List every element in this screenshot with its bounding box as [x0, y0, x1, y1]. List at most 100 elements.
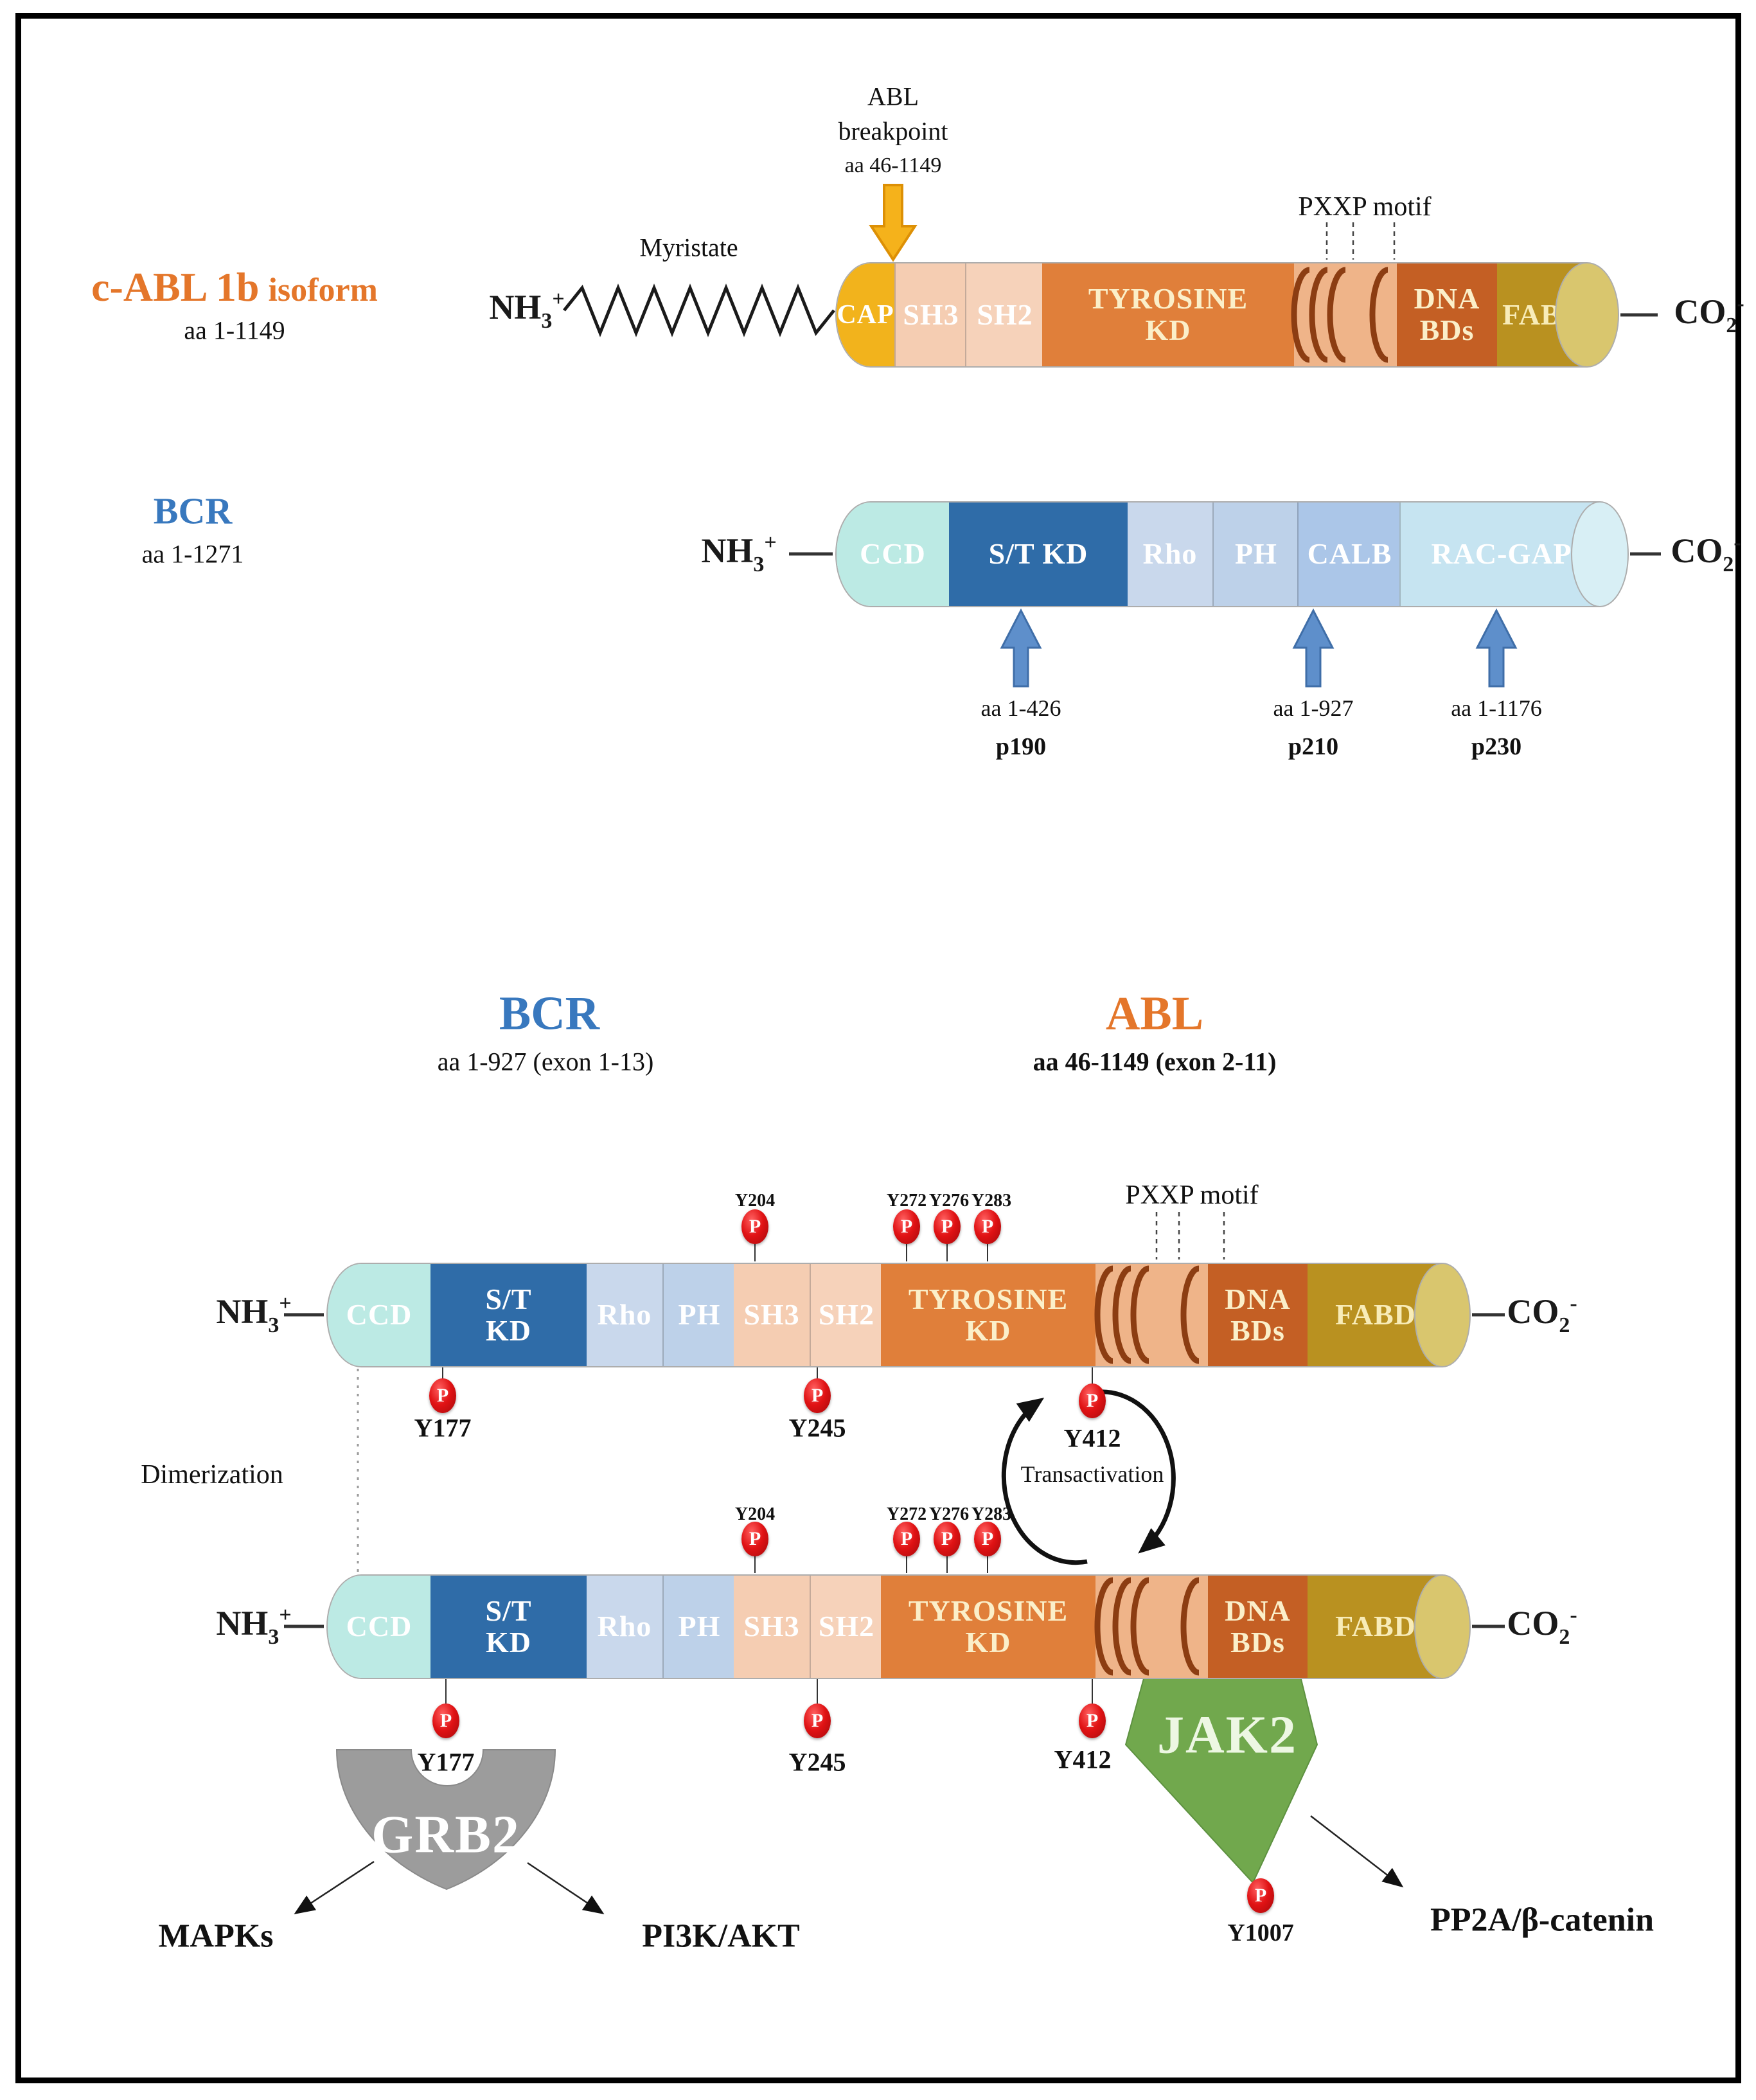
- abl1b-bar-end-cap: [1555, 262, 1619, 368]
- co2-label-fusion1: CO2-: [1507, 1292, 1577, 1337]
- abl1b-domain-sh2: SH2: [965, 263, 1043, 366]
- site-label-f2-y276: Y276: [928, 1504, 970, 1524]
- site-label-f2-y272: Y272: [886, 1504, 927, 1524]
- fusion1-domain-dna-bds: DNA BDs: [1208, 1264, 1308, 1366]
- fusion2-pxxp-region: [1095, 1576, 1208, 1678]
- fusion1-bar-end-cap: [1414, 1263, 1471, 1367]
- abl-breakpoint-line1: ABL: [867, 82, 919, 111]
- phospho-f1-y276: P: [934, 1209, 961, 1244]
- nh3-label-abl1b: NH3+: [489, 287, 565, 333]
- fusion2-bar-end-cap: [1414, 1574, 1471, 1679]
- bcr-domain-rho: Rho: [1128, 503, 1212, 606]
- myristate-label: Myristate: [639, 233, 738, 262]
- abl1b-title-main: c-ABL 1b: [91, 264, 260, 310]
- abl1b-domain-cap: CAP: [837, 263, 894, 366]
- abl1b-pxxp-region: [1294, 263, 1397, 366]
- fusion1-domain-sh2: SH2: [810, 1264, 882, 1366]
- site-label-y1007: Y1007: [1227, 1919, 1294, 1946]
- jak2-label: JAK2: [1157, 1705, 1297, 1765]
- dimerization-label: Dimerization: [141, 1460, 283, 1490]
- phospho-f1-y245: P: [804, 1378, 831, 1413]
- abl1b-protein-bar: CAP SH3 SH2 TYROSINE KD DNA BDs FABD: [835, 262, 1587, 368]
- fusion-header-bcr: BCR: [499, 987, 600, 1040]
- phospho-f2-y283: P: [974, 1522, 1001, 1556]
- abl-breakpoint-line3: aa 46-1149: [844, 154, 942, 177]
- nh3-label-fusion1: NH3+: [216, 1292, 292, 1337]
- site-label-f2-y177: Y177: [417, 1747, 475, 1777]
- pxxp-label-fusion1: PXXP motif: [1125, 1180, 1259, 1210]
- bcr-breakpoint-aa-p210: aa 1-927: [1273, 695, 1354, 721]
- co2-label-fusion2: CO2-: [1507, 1603, 1577, 1649]
- fusion1-domain-ccd: CCD: [328, 1264, 430, 1366]
- bcr-breakpoint-aa-p230: aa 1-1176: [1451, 695, 1542, 721]
- abl-breakpoint-line2: breakpoint: [838, 116, 948, 146]
- fusion2-domain-sh2: SH2: [810, 1576, 882, 1678]
- fusion2-domain-ph: PH: [662, 1576, 735, 1678]
- grb2-shape: [335, 1749, 556, 1891]
- fusion-header-bcr-subtitle: aa 1-927 (exon 1-13): [437, 1047, 654, 1076]
- bcr-row-title: BCR: [153, 490, 233, 532]
- fusion-header-abl: ABL: [1105, 987, 1204, 1040]
- phospho-f2-y412: P: [1079, 1704, 1106, 1738]
- fusion2-domain-st-kd: S/T KD: [430, 1576, 587, 1678]
- site-label-f2-y245: Y245: [788, 1747, 846, 1777]
- pxxp-label-row1: PXXP motif: [1298, 192, 1432, 222]
- phospho-f1-y412: P: [1079, 1384, 1106, 1418]
- co2-label-abl1b: CO2-: [1674, 292, 1744, 337]
- abl1b-domain-tyrosine-kd: TYROSINE KD: [1042, 263, 1294, 366]
- fusion2-domain-dna-bds: DNA BDs: [1208, 1576, 1308, 1678]
- abl1b-title: c-ABL 1b isoform: [91, 263, 378, 311]
- fusion1-domain-st-kd: S/T KD: [430, 1264, 587, 1366]
- transactivation-label: Transactivation: [1020, 1461, 1164, 1487]
- bcr-breakpoint-name-p190: p190: [995, 733, 1047, 760]
- abl1b-domain-sh3: SH3: [894, 263, 966, 366]
- site-label-f2-y412: Y412: [1054, 1745, 1112, 1774]
- abl1b-domain-dna-bds: DNA BDs: [1397, 263, 1497, 366]
- bcr-breakpoint-aa-p190: aa 1-426: [980, 695, 1061, 721]
- bcr-domain-ph: PH: [1212, 503, 1299, 606]
- phospho-f2-y245: P: [804, 1704, 831, 1738]
- bcr-abl-bar-bottom: CCD S/T KD Rho PH SH3 SH2 TYROSINE KD DN…: [326, 1574, 1442, 1679]
- site-label-f1-y283: Y283: [971, 1191, 1012, 1211]
- fusion1-domain-rho: Rho: [587, 1264, 662, 1366]
- phospho-y1007: P: [1247, 1878, 1274, 1913]
- fusion2-domain-fabd: FABD: [1308, 1576, 1441, 1678]
- co2-label-bcr: CO2-: [1671, 531, 1741, 576]
- nh3-label-fusion2: NH3+: [216, 1603, 292, 1649]
- figure-border: [15, 13, 1741, 2083]
- fusion1-domain-tyrosine-kd: TYROSINE KD: [881, 1264, 1095, 1366]
- bcr-abl-bar-top: CCD S/T KD Rho PH SH3 SH2 TYROSINE KD DN…: [326, 1263, 1442, 1367]
- fusion1-pxxp-region: [1095, 1264, 1208, 1366]
- abl1b-title-suffix: isoform: [268, 272, 378, 308]
- site-label-f1-y177: Y177: [414, 1413, 472, 1443]
- fusion2-domain-rho: Rho: [587, 1576, 662, 1678]
- fusion2-domain-ccd: CCD: [328, 1576, 430, 1678]
- phospho-f1-y204: P: [741, 1209, 768, 1244]
- phospho-f2-y272: P: [893, 1522, 920, 1556]
- bcr-domain-ccd: CCD: [837, 503, 949, 606]
- bcr-protein-bar: CCD S/T KD Rho PH CALB RAC-GAP: [835, 501, 1600, 607]
- bcr-bar-end-cap: [1571, 501, 1629, 607]
- site-label-f2-y204: Y204: [734, 1504, 776, 1524]
- mapks-label: MAPKs: [158, 1918, 274, 1955]
- abl1b-subtitle: aa 1-1149: [184, 316, 285, 345]
- bcr-domain-calb: CALB: [1297, 503, 1401, 606]
- nh3-label-bcr: NH3+: [701, 531, 777, 576]
- fusion1-domain-ph: PH: [662, 1264, 735, 1366]
- pp2a-catenin-label: PP2A/β-catenin: [1430, 1901, 1654, 1939]
- bcr-domain-rac-gap: RAC-GAP: [1399, 503, 1599, 606]
- phospho-f2-y204: P: [741, 1522, 768, 1556]
- phospho-f1-y272: P: [893, 1209, 920, 1244]
- fusion2-domain-sh3: SH3: [734, 1576, 810, 1678]
- pi3k-akt-label: PI3K/AKT: [642, 1918, 800, 1955]
- site-label-f1-y272: Y272: [886, 1191, 927, 1211]
- bcr-breakpoint-name-p230: p230: [1471, 733, 1522, 760]
- fusion-header-abl-subtitle: aa 46-1149 (exon 2-11): [1033, 1047, 1277, 1076]
- phospho-f1-y177: P: [429, 1378, 456, 1413]
- grb2-label: GRB2: [371, 1804, 521, 1865]
- bcr-row-subtitle: aa 1-1271: [141, 539, 244, 569]
- fusion2-domain-tyrosine-kd: TYROSINE KD: [881, 1576, 1095, 1678]
- phospho-f2-y276: P: [934, 1522, 961, 1556]
- site-label-f1-y245: Y245: [788, 1413, 846, 1443]
